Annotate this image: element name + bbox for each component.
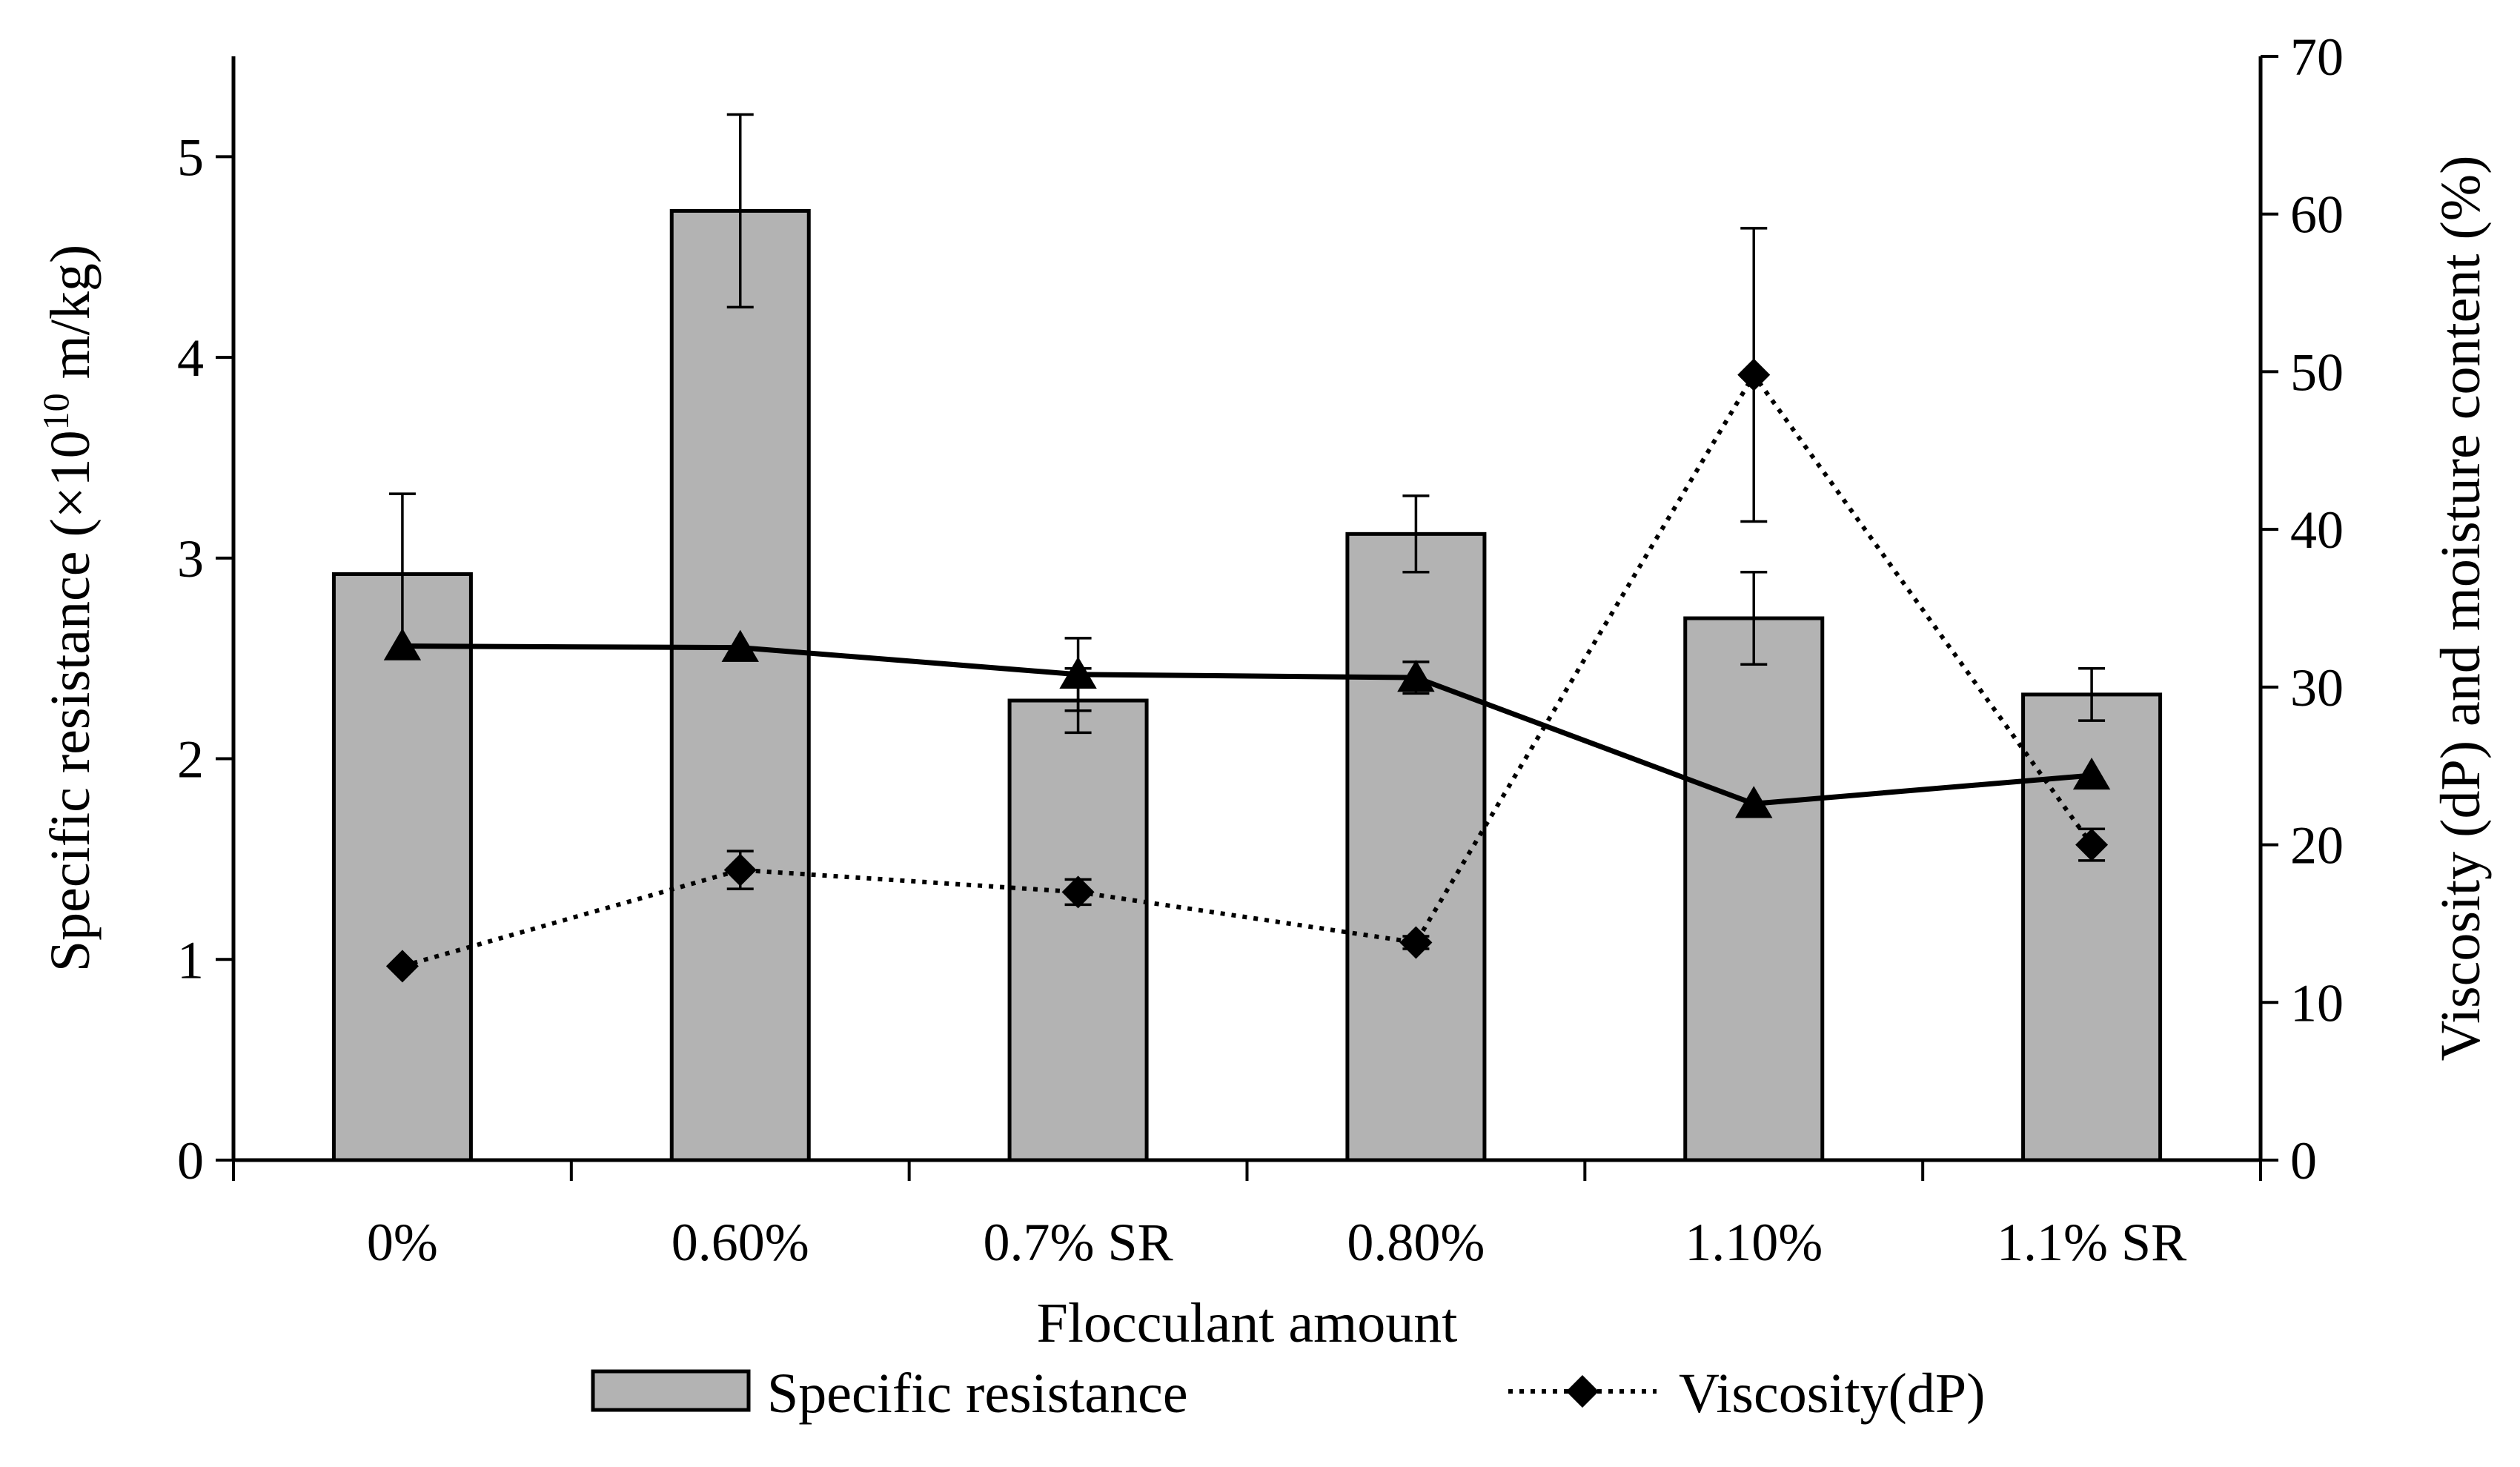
y-right-tick-label: 20 — [2290, 816, 2344, 875]
x-axis-title: Flocculant amount — [1037, 1292, 1458, 1354]
y-left-ticks: 0 1 2 3 4 5 — [177, 128, 233, 1191]
y-axis-right-title: Viscosity (dP) and moisture content (%) — [2430, 156, 2492, 1062]
viscosity-marker — [1737, 358, 1771, 391]
y-right-tick-label: 0 — [2290, 1131, 2317, 1191]
moisture-content-marker — [383, 628, 422, 660]
bar — [669, 208, 811, 1162]
viscosity-marker — [2075, 828, 2109, 861]
x-tick-label: 1.10% — [1685, 1213, 1823, 1272]
y-left-tick-label: 5 — [177, 128, 204, 187]
bar — [331, 572, 473, 1162]
x-tick-label: 0.60% — [672, 1213, 809, 1272]
y-right-tick-label: 40 — [2290, 500, 2344, 560]
legend-label-viscosity: Viscosity(dP) — [1679, 1362, 1985, 1425]
viscosity-marker — [1399, 926, 1433, 959]
moisture-content-marker — [2072, 757, 2111, 790]
y-right-tick-label: 60 — [2290, 185, 2344, 245]
x-tick-label: 0.7% SR — [984, 1213, 1173, 1272]
y-axis-left-title: Specific resistance (×1010 m/kg) — [35, 245, 102, 972]
y-left-tick-label: 1 — [177, 930, 204, 990]
y-left-tick-label: 3 — [177, 529, 204, 589]
moisture-content-marker — [1059, 656, 1097, 689]
y-right-tick-label: 10 — [2290, 973, 2344, 1033]
moisture-content-marker — [721, 629, 759, 662]
axes-group — [231, 56, 2263, 1162]
legend-swatch-specific-resistance — [591, 1369, 751, 1412]
bar — [1683, 616, 1825, 1162]
moisture-content-marker — [1735, 786, 1773, 818]
y-right-tick-label: 50 — [2290, 342, 2344, 402]
y-right-ticks: 0 10 20 30 40 50 60 70 — [2261, 27, 2344, 1191]
y-right-tick-label: 30 — [2290, 658, 2344, 718]
x-tick-label: 1.1% SR — [1997, 1213, 2186, 1272]
moisture-content-line — [402, 643, 2092, 807]
y-axis-left-title-superscript: 10 — [35, 393, 76, 430]
y-left-tick-label: 4 — [177, 328, 204, 388]
bar — [1007, 698, 1149, 1162]
y-axis-left-title-main: Specific resistance (×10 — [39, 430, 102, 972]
y-left-tick-label: 0 — [177, 1131, 204, 1191]
y-axis-left-title-end: m/kg) — [39, 245, 102, 394]
bar — [1345, 532, 1487, 1162]
x-ticks: 0% 0.60% 0.7% SR 0.80% 1.10% 1.1% SR — [232, 1160, 2262, 1272]
bars-group — [331, 113, 2163, 1162]
moisture-content-marker — [1397, 660, 1435, 692]
viscosity-marker — [385, 950, 419, 983]
y-left-tick-label: 2 — [177, 730, 204, 789]
legend-swatch-viscosity-marker — [1566, 1375, 1599, 1408]
x-tick-label: 0% — [367, 1213, 438, 1272]
viscosity-marker — [723, 853, 757, 887]
lines-group — [383, 227, 2111, 983]
legend-label-specific-resistance: Specific resistance — [767, 1362, 1188, 1425]
y-right-tick-label: 70 — [2290, 27, 2344, 87]
x-tick-label: 0.80% — [1347, 1213, 1485, 1272]
viscosity-line — [402, 371, 2094, 969]
legend: Specific resistance Viscosity(dP) — [591, 1362, 1985, 1425]
viscosity-marker — [1061, 875, 1095, 909]
